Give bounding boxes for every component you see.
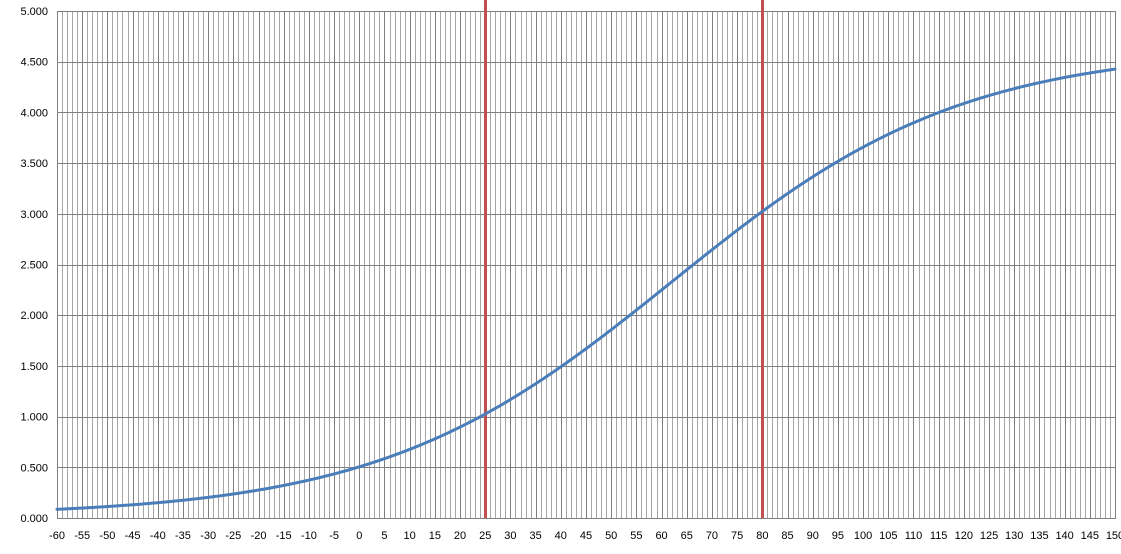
x-axis-tick-label: -10: [301, 530, 317, 542]
x-axis-tick-label: 115: [930, 530, 948, 542]
x-axis-tick-label: 20: [454, 530, 466, 542]
x-axis-tick-label: 70: [706, 530, 718, 542]
y-axis-tick-label: 2.000: [20, 310, 48, 322]
x-axis-tick-label: 0: [356, 530, 362, 542]
data-series-group: [55, 67, 1117, 511]
x-axis-tick-label: -15: [276, 530, 292, 542]
y-axis-tick-label: 4.500: [20, 57, 48, 69]
x-axis-tick-label: 35: [529, 530, 541, 542]
series-line: [55, 67, 1117, 511]
y-axis-tick-label: 5.000: [20, 6, 48, 18]
x-axis-tick-label: 15: [429, 530, 441, 542]
y-axis-tick-label: 1.500: [20, 361, 48, 373]
x-axis-tick-label: 40: [555, 530, 567, 542]
x-axis-tick-label: 30: [504, 530, 516, 542]
x-axis-tick-label: 10: [404, 530, 416, 542]
y-axis-tick-label: 2.500: [20, 260, 48, 272]
x-axis-tick-label: 55: [630, 530, 642, 542]
x-axis-tick-label: 90: [807, 530, 819, 542]
x-axis-tick-label: 120: [955, 530, 973, 542]
y-axis-tick-label: 3.000: [20, 209, 48, 221]
x-axis-tick-label: 85: [781, 530, 793, 542]
x-axis-tick-label: 105: [879, 530, 897, 542]
x-axis-tick-label: 140: [1055, 530, 1073, 542]
x-axis-tick-label: -55: [74, 530, 90, 542]
plot-area-border: [57, 11, 1116, 519]
y-axis-tick-label: 0.500: [20, 462, 48, 474]
x-axis-tick-label: -60: [49, 530, 65, 542]
y-axis-tick-label: 1.000: [20, 412, 48, 424]
x-axis-tick-label: -5: [329, 530, 339, 542]
x-axis-tick-label: 80: [756, 530, 768, 542]
x-axis-tick-label: -25: [225, 530, 241, 542]
x-axis-tick-label: -40: [150, 530, 166, 542]
x-axis-tick-label: 75: [731, 530, 743, 542]
x-axis-tick-label: -35: [175, 530, 191, 542]
x-axis-tick-label: 60: [655, 530, 667, 542]
x-axis-tick-label: -20: [251, 530, 267, 542]
x-axis-tick-label: -50: [99, 530, 115, 542]
x-axis-tick-label: 150: [1106, 530, 1121, 542]
x-axis-tick-label: 95: [832, 530, 844, 542]
x-axis-tick-label: 135: [1030, 530, 1048, 542]
x-axis-tick-label: 145: [1081, 530, 1099, 542]
y-axis-tick-label: 0.000: [20, 513, 48, 525]
x-axis-tick-label: 45: [580, 530, 592, 542]
x-axis-tick-labels: -60 -55 -50 -45 -40 -35 -30 -25 -20 -15 -10 -5 0 5 10 1…: [49, 530, 1121, 542]
x-axis-tick-label: 100: [854, 530, 872, 542]
x-axis-tick-label: -30: [200, 530, 216, 542]
plot-border: [57, 11, 1116, 519]
x-axis-tick-label: 65: [681, 530, 693, 542]
y-axis-tick-label: 3.500: [20, 158, 48, 170]
x-axis-tick-label: -45: [125, 530, 141, 542]
x-axis-tick-label: 25: [479, 530, 491, 542]
y-axis-tick-label: 4.000: [20, 107, 48, 119]
x-axis-tick-label: 50: [605, 530, 617, 542]
x-axis-tick-label: 5: [381, 530, 387, 542]
x-axis-tick-label: 125: [980, 530, 998, 542]
vertical-marker-lines: [484, 0, 764, 518]
x-axis-tick-label: 110: [905, 530, 923, 542]
y-axis-tick-labels: 0.000 0.500 1.000 1.500 2.000 2.500 3.000 3.500…: [20, 6, 48, 525]
x-axis-tick-label: 130: [1005, 530, 1023, 542]
